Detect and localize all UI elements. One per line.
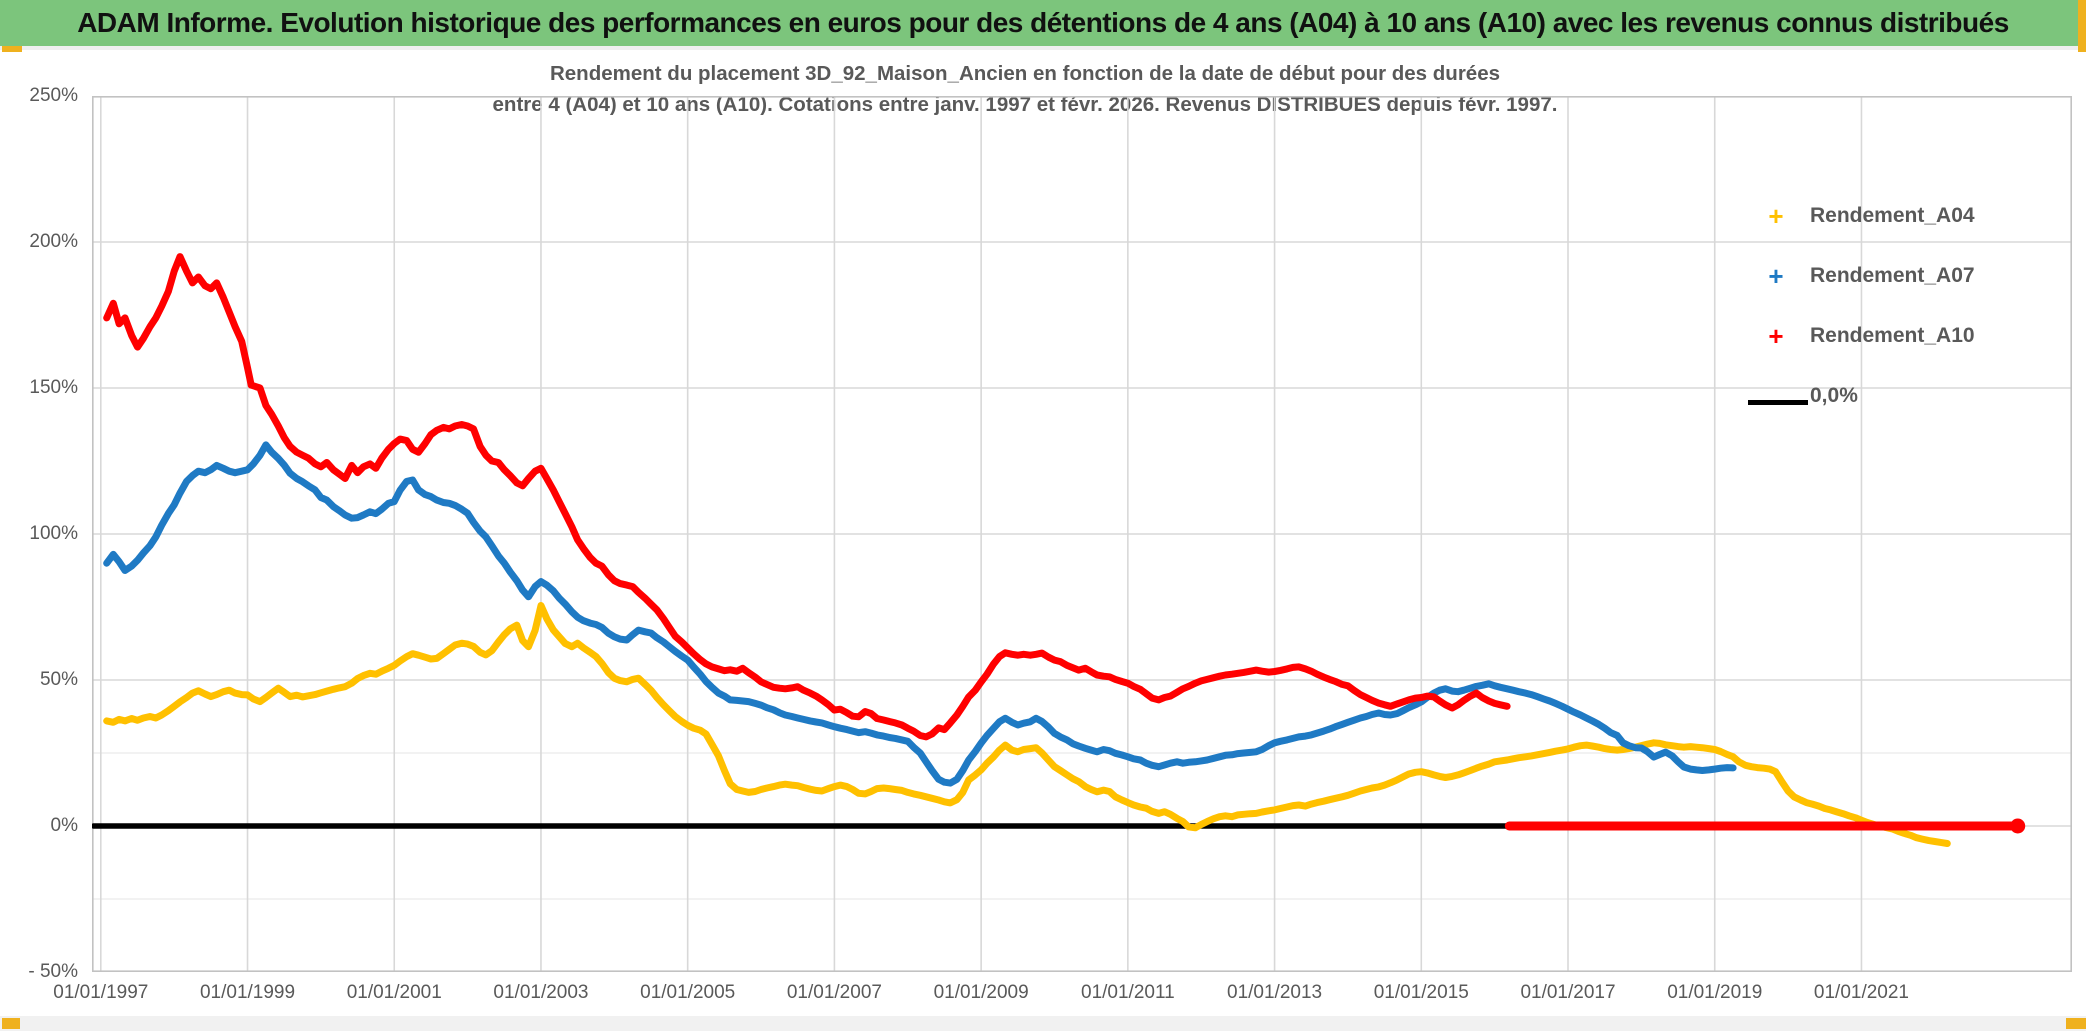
legend-label: Rendement_A04 <box>1810 204 1975 227</box>
gold-corner-bottom-left <box>2 1018 20 1029</box>
x-tick-label: 01/01/2015 <box>1373 982 1469 1003</box>
x-tick-label: 01/01/2001 <box>346 982 442 1003</box>
x-tick-label: 01/01/1999 <box>199 982 296 1003</box>
y-tick-label: 0% <box>50 815 78 836</box>
legend-label: Rendement_A10 <box>1810 324 1975 347</box>
series-rendement-a07[interactable] <box>103 441 1737 787</box>
legend-item-rendement-a10[interactable]: + Rendement_A10 <box>1748 306 2048 366</box>
plus-marker-icon: + <box>1768 321 1784 351</box>
y-tick-label: 150% <box>29 377 78 398</box>
bottom-strip <box>0 1016 2086 1031</box>
x-tick-label: 01/01/2019 <box>1667 982 1763 1003</box>
chart-title: Rendement du placement 3D_92_Maison_Anci… <box>300 58 1750 120</box>
zero-line-icon <box>1748 400 1808 405</box>
y-tick-label: - 50% <box>28 961 78 982</box>
x-tick-label: 01/01/2013 <box>1227 982 1323 1003</box>
x-tick-label: 01/01/2003 <box>493 982 589 1003</box>
plus-marker-icon: + <box>1768 261 1784 291</box>
chart-title-line2: entre 4 (A04) et 10 ans (A10). Cotations… <box>492 93 1558 116</box>
y-tick-label: 250% <box>29 85 78 106</box>
legend-item-rendement-a04[interactable]: + Rendement_A04 <box>1748 186 2048 246</box>
title-bar-shadow <box>0 46 2086 50</box>
x-tick-label: 01/01/2017 <box>1520 982 1616 1003</box>
legend-item-rendement-a07[interactable]: + Rendement_A07 <box>1748 246 2048 306</box>
gold-corner-bottom-right <box>2066 1018 2086 1029</box>
legend-label: Rendement_A07 <box>1810 264 1975 287</box>
gold-corner-top-right <box>2078 0 2086 52</box>
x-tick-label: 01/01/2007 <box>786 982 882 1003</box>
y-tick-label: 200% <box>29 231 78 252</box>
x-tick-label: 01/01/2009 <box>933 982 1029 1003</box>
legend-item-0-0-[interactable]: 0,0% <box>1748 366 2048 426</box>
y-tick-label: 100% <box>29 523 78 544</box>
plot-area[interactable] <box>90 95 2073 973</box>
y-tick-label: 50% <box>39 669 78 690</box>
plot-canvas[interactable] <box>90 95 2073 973</box>
legend-label: 0,0% <box>1810 384 1858 407</box>
zero-line-swatch <box>1748 383 1808 409</box>
series-end-cap <box>2010 818 2026 834</box>
x-tick-label: 01/01/2021 <box>1813 982 1909 1003</box>
x-tick-label: 01/01/1997 <box>53 982 149 1003</box>
app-title-bar: ADAM Informe. Evolution historique des p… <box>0 0 2086 46</box>
legend: + Rendement_A04 + Rendement_A07 + Rendement_A… <box>1748 186 2048 426</box>
series-rendement-a10[interactable] <box>103 253 1511 741</box>
x-tick-label: 01/01/2011 <box>1081 982 1175 1003</box>
plot-border <box>92 96 2073 973</box>
gold-corner-top-left <box>2 46 22 52</box>
plus-marker-icon: + <box>1768 201 1784 231</box>
chart-title-line1: Rendement du placement 3D_92_Maison_Anci… <box>549 62 1501 85</box>
x-tick-label: 01/01/2005 <box>640 982 736 1003</box>
app-title: ADAM Informe. Evolution historique des p… <box>77 7 2009 38</box>
